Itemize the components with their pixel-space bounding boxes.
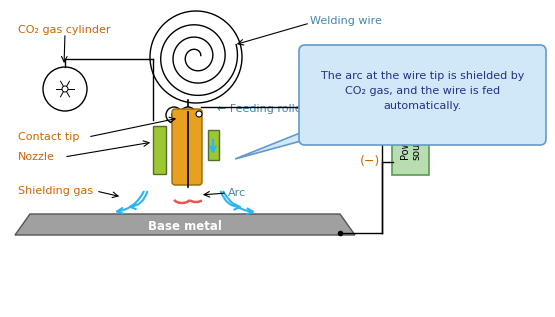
Circle shape — [180, 107, 196, 123]
Circle shape — [166, 107, 182, 123]
Circle shape — [196, 111, 202, 117]
Text: Power
source: Power source — [400, 128, 421, 160]
Text: CO₂ gas cylinder: CO₂ gas cylinder — [18, 25, 110, 35]
Polygon shape — [15, 214, 355, 235]
Text: ← Feeding roller: ← Feeding roller — [217, 104, 306, 114]
FancyBboxPatch shape — [172, 109, 202, 185]
Text: (+): (+) — [360, 120, 380, 133]
Text: Shielding gas: Shielding gas — [18, 186, 93, 196]
Polygon shape — [235, 129, 345, 159]
Text: Base metal: Base metal — [148, 219, 222, 232]
Text: The arc at the wire tip is shielded by
CO₂ gas, and the wire is fed
automaticall: The arc at the wire tip is shielded by C… — [321, 71, 524, 111]
FancyBboxPatch shape — [311, 126, 345, 134]
Text: Contact tip: Contact tip — [18, 132, 79, 142]
FancyBboxPatch shape — [299, 45, 546, 145]
Circle shape — [62, 86, 68, 92]
Text: (−): (−) — [360, 156, 380, 169]
FancyBboxPatch shape — [153, 126, 166, 174]
Text: Welding wire: Welding wire — [310, 16, 382, 26]
Circle shape — [185, 113, 190, 118]
FancyBboxPatch shape — [392, 113, 429, 175]
Text: Arc: Arc — [228, 188, 246, 198]
Text: Nozzle: Nozzle — [18, 152, 55, 162]
Circle shape — [43, 67, 87, 111]
Circle shape — [171, 113, 176, 118]
FancyBboxPatch shape — [208, 130, 219, 160]
